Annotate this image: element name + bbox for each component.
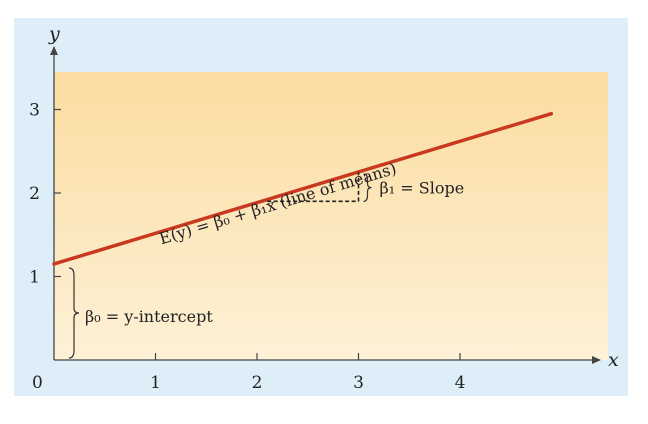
origin-label: 0	[32, 373, 43, 393]
x-ticks: 1 2 3 4	[150, 353, 465, 393]
line-of-means	[52, 111, 554, 266]
plot-background-band	[54, 72, 608, 360]
slope-marker	[267, 171, 360, 203]
y-tick-label: 1	[29, 268, 40, 288]
y-tick-label: 2	[29, 184, 40, 204]
x-tick-label: 3	[353, 373, 364, 393]
slope-brace	[363, 173, 372, 202]
x-tick-label: 4	[455, 373, 466, 393]
y-ticks: 1 2 3	[29, 101, 61, 288]
slope-label: β₁ = Slope	[380, 179, 465, 198]
intercept-brace	[68, 267, 80, 359]
x-tick-label: 1	[150, 373, 161, 393]
intercept-label: β₀ = y-intercept	[85, 307, 213, 326]
axes: x y 0	[32, 23, 619, 393]
x-tick-label: 2	[252, 373, 263, 393]
x-axis-title: x	[608, 349, 619, 371]
y-tick-label: 3	[29, 101, 40, 121]
y-axis-title: y	[48, 23, 60, 45]
